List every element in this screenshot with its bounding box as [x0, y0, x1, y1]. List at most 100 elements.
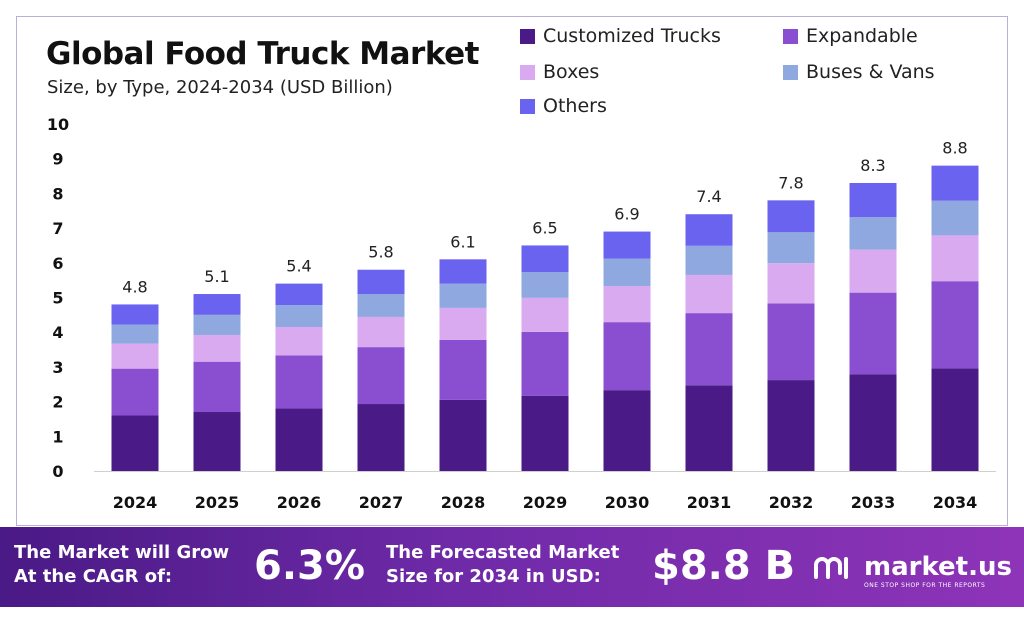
bar-segment: [111, 415, 159, 471]
bar-segment: [685, 385, 733, 471]
bar-segment: [931, 281, 979, 369]
x-tick-label: 2034: [933, 493, 978, 512]
cagr-label: The Market will Grow At the CAGR of:: [14, 541, 229, 589]
x-tick-label: 2027: [359, 493, 404, 512]
bar-segment: [849, 216, 897, 250]
bar-segment: [685, 274, 733, 314]
x-tick-label: 2026: [277, 493, 322, 512]
total-data-label: 5.1: [204, 267, 229, 286]
x-tick-label: 2024: [113, 493, 158, 512]
legend-label: Buses & Vans: [806, 61, 935, 83]
bar-segment: [357, 347, 405, 405]
bar-segment: [111, 324, 159, 344]
total-data-label: 8.8: [942, 139, 967, 158]
bar-segment: [521, 395, 569, 471]
bar-segment: [439, 259, 487, 284]
legend-label: Boxes: [543, 61, 600, 83]
y-tick-label: 9: [52, 150, 63, 169]
x-tick-label: 2030: [605, 493, 650, 512]
bar-segment: [521, 331, 569, 396]
bar-segment: [521, 245, 569, 273]
cagr-value: 6.3%: [254, 543, 365, 589]
forecast-value: $8.8 B: [652, 543, 796, 589]
forecast-label: The Forecasted Market Size for 2034 in U…: [386, 541, 619, 589]
bar-segment: [931, 368, 979, 471]
y-tick-label: 8: [52, 184, 63, 203]
bar-segment: [193, 334, 241, 362]
bar-segment: [849, 292, 897, 375]
cagr-label-line2: At the CAGR of:: [14, 566, 173, 587]
forecast-label-line2: Size for 2034 in USD:: [386, 566, 601, 587]
bar-segment: [685, 313, 733, 386]
legend-item-expandable: Expandable: [783, 25, 918, 47]
bar-segment: [111, 368, 159, 416]
brand-tagline: ONE STOP SHOP FOR THE REPORTS: [864, 582, 986, 589]
total-data-label: 7.8: [778, 173, 803, 192]
bar-segment: [439, 283, 487, 308]
legend-label: Customized Trucks: [543, 25, 721, 47]
bar-segment: [357, 269, 405, 295]
x-tick-label: 2029: [523, 493, 568, 512]
legend-swatch: [520, 64, 535, 80]
y-tick-label: 6: [52, 254, 63, 273]
bar-segment: [849, 374, 897, 471]
market-us-logo-icon: [814, 557, 848, 579]
cagr-label-line1: The Market will Grow: [14, 542, 230, 563]
bar-segment: [603, 231, 651, 259]
legend: Customized Trucks Expandable Boxes Buses…: [520, 25, 1000, 125]
brand-logo: market.us: [812, 551, 1012, 583]
bar-segment: [193, 412, 241, 471]
legend-label: Expandable: [806, 25, 918, 47]
x-tick-label: 2032: [769, 493, 814, 512]
bar-segment: [931, 165, 979, 201]
bar-segment: [849, 249, 897, 293]
bar-segment: [275, 355, 323, 409]
total-data-label: 7.4: [696, 187, 721, 206]
y-tick-label: 10: [47, 115, 69, 134]
bar-segment: [193, 314, 241, 335]
y-tick-label: 1: [52, 427, 63, 446]
total-data-label: 8.3: [860, 156, 885, 175]
bar-segment: [275, 283, 323, 306]
bar-segment: [521, 272, 569, 298]
bar-segment: [521, 297, 569, 332]
bar-segment: [603, 390, 651, 471]
bar-segment: [193, 294, 241, 315]
legend-swatch: [520, 98, 535, 114]
bar-segment: [767, 303, 815, 381]
bar-segment: [685, 214, 733, 246]
bar-segment: [767, 380, 815, 471]
total-data-label: 5.4: [286, 257, 311, 276]
legend-item-others: Others: [520, 95, 607, 117]
legend-item-buses-vans: Buses & Vans: [783, 61, 935, 83]
brand-name: market.us: [864, 552, 1012, 582]
bar-segment: [111, 343, 159, 369]
legend-swatch: [783, 64, 798, 80]
bar-segment: [357, 316, 405, 348]
y-tick-label: 0: [52, 462, 63, 481]
footer-banner: The Market will Grow At the CAGR of: 6.3…: [0, 527, 1024, 607]
bar-segment: [357, 294, 405, 317]
x-tick-label: 2031: [687, 493, 732, 512]
chart-subtitle: Size, by Type, 2024-2034 (USD Billion): [47, 77, 393, 98]
stacked-bar-chart: 0 1 2 3 4 5 6 7 8 9 10 4.8 2024 5.1 2025 5.4 2026 5.8 2027…: [47, 115, 996, 512]
bar-segment: [439, 399, 487, 471]
bar-segment: [767, 263, 815, 304]
legend-label: Others: [543, 95, 607, 117]
bar-segment: [275, 326, 323, 356]
total-data-label: 6.5: [532, 218, 557, 237]
bar-segment: [603, 258, 651, 287]
forecast-label-line1: The Forecasted Market: [386, 542, 620, 563]
total-data-label: 4.8: [122, 277, 147, 296]
x-tick-label: 2025: [195, 493, 240, 512]
bar-segment: [931, 235, 979, 282]
bar-segment: [439, 307, 487, 340]
y-tick-label: 5: [52, 289, 63, 308]
total-data-label: 6.1: [450, 232, 475, 251]
bar-segment: [767, 232, 815, 264]
y-tick-label: 3: [52, 358, 63, 377]
y-tick-label: 4: [52, 323, 63, 342]
chart-card: [16, 16, 1008, 526]
bar-segment: [685, 245, 733, 275]
